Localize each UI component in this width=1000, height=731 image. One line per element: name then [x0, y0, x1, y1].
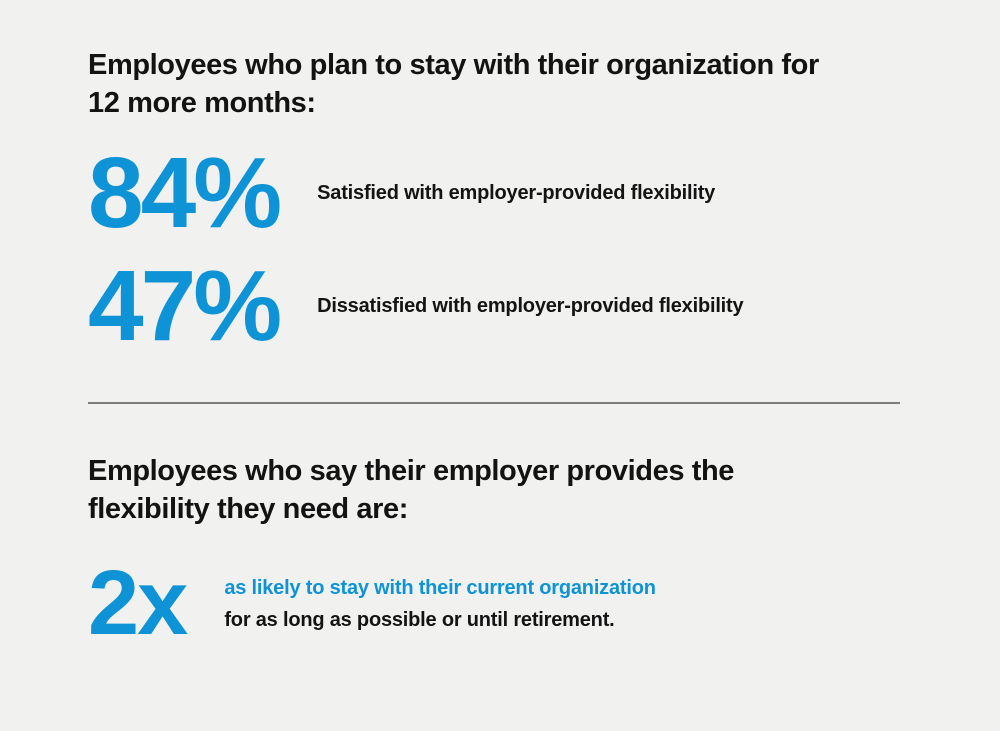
- flexibility-heading: Employees who say their employer provide…: [88, 452, 734, 528]
- retention-heading-line1: Employees who plan to stay with their or…: [88, 49, 819, 81]
- stat-label-dissatisfied: Dissatisfied with employer-provided flex…: [317, 294, 744, 317]
- stat-value-2x: 2x: [88, 552, 188, 655]
- stat-row-satisfied: 84% Satisfied with employer-provided fle…: [88, 137, 716, 249]
- stat-row-dissatisfied: 47% Dissatisfied with employer-provided …: [88, 250, 744, 362]
- stat-value-satisfied: 84%: [88, 137, 282, 249]
- section-divider: [88, 402, 900, 404]
- stat-row-2x: 2x as likely to stay with their current …: [88, 552, 656, 655]
- flexibility-heading-line1: Employees who say their employer provide…: [88, 455, 734, 487]
- stat-value-dissatisfied: 47%: [88, 250, 282, 362]
- flexibility-heading-line2: flexibility they need are:: [88, 493, 408, 525]
- retention-heading: Employees who plan to stay with their or…: [88, 46, 819, 122]
- stat-label-2x-rest: for as long as possible or until retirem…: [224, 609, 615, 631]
- stat-label-2x-highlight: as likely to stay with their current org…: [224, 577, 656, 599]
- stat-label-satisfied: Satisfied with employer-provided flexibi…: [317, 181, 716, 204]
- retention-heading-line2: 12 more months:: [88, 87, 316, 119]
- stat-label-2x: as likely to stay with their current org…: [224, 572, 656, 636]
